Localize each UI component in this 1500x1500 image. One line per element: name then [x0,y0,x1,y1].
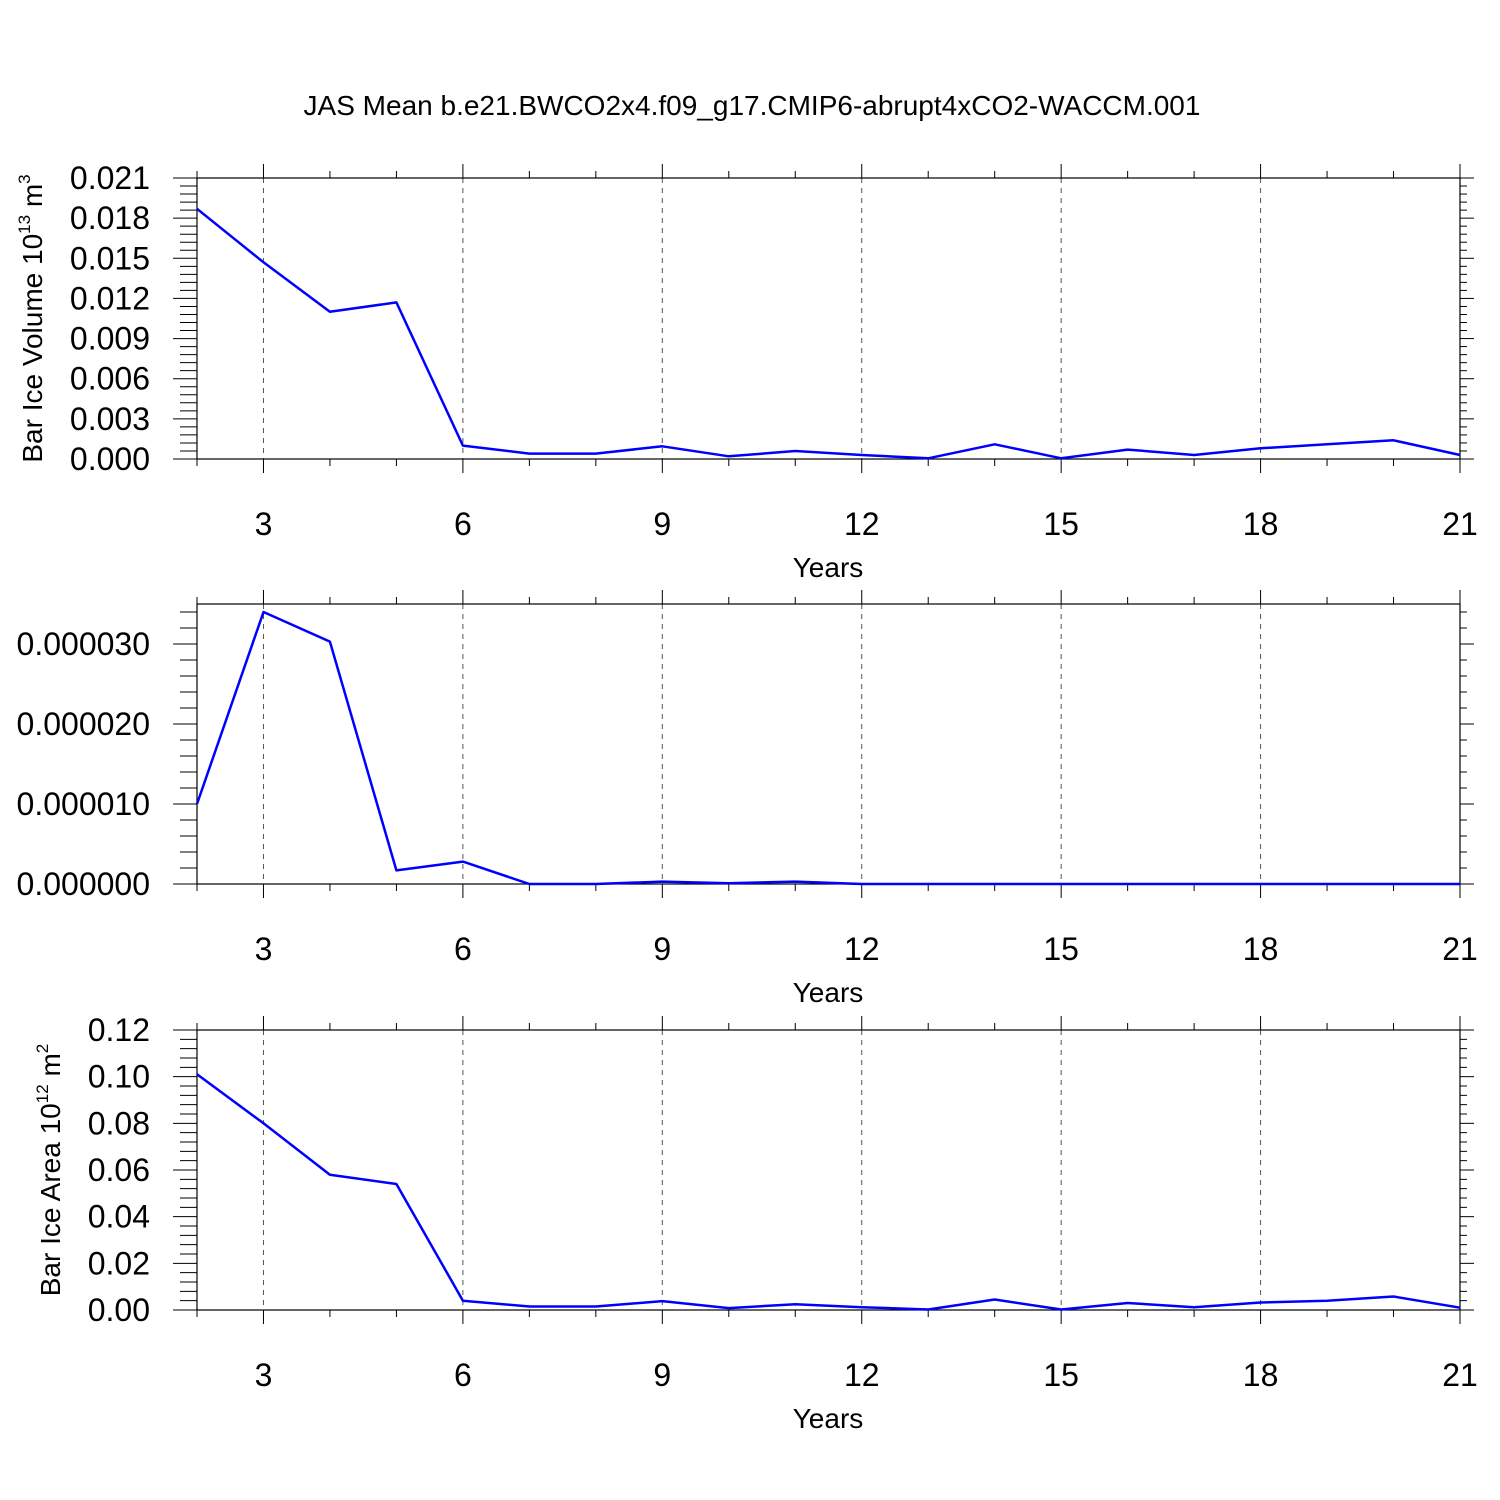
y-tick-label: 0.000010 [17,786,150,822]
x-tick-label: 21 [1442,506,1478,542]
x-axis-title: Years [793,977,864,1008]
x-tick-label: 18 [1243,506,1279,542]
y-tick-label: 0.018 [70,200,150,236]
panel-1: 3 6 9 12 15 18 21 0.000 0.003 0.006 0.009 0.012 0.01… [15,160,1478,583]
y-tick-label: 0.02 [88,1245,150,1281]
y-tick-label: 0.08 [88,1105,150,1141]
panels: 3 6 9 12 15 18 210.0000.0030.0060.0090.0120.01… [15,160,1478,1434]
x-axis-title: Years [793,1403,864,1434]
x-tick-label: 9 [653,931,671,967]
y-tick-label: 0.00 [88,1292,150,1328]
y-tick-label: 0.000020 [17,706,150,742]
y-tick-label: 0.06 [88,1152,150,1188]
x-tick-label: 12 [844,931,880,967]
plot-frame [196,603,1461,885]
x-tick-label: 3 [255,931,273,967]
y-tick-label: 0.000000 [17,866,150,902]
panel-3: 3 6 9 12 15 18 21 0.00 0.02 0.04 0.06 0.08 0.10 0.12 Y… [33,1012,1478,1434]
x-tick-label: 12 [844,506,880,542]
x-axis-title: Years [793,552,864,583]
y-tick-label: 0.006 [70,361,150,397]
y-tick-label: 0.015 [70,240,150,276]
series-line [195,610,1460,886]
y-tick-label: 0.003 [70,401,150,437]
y-tick-label: 0.000 [70,441,150,477]
x-tick-label: 18 [1243,931,1279,967]
y-axis-title: Bar Ice Volume 1013 m3 [15,174,48,462]
x-tick-label: 9 [653,1357,671,1393]
x-tick-label: 15 [1043,1357,1079,1393]
y-tick-label: 0.021 [70,160,150,196]
y-tick-label: 0.009 [70,321,150,357]
figure-title: JAS Mean b.e21.BWCO2x4.f09_g17.CMIP6-abr… [304,90,1201,121]
y-axis-title: Bar Ice Area 1012 m2 [33,1044,66,1297]
x-tick-label: 21 [1442,931,1478,967]
x-tick-label: 6 [454,506,472,542]
x-tick-label: 18 [1243,1357,1279,1393]
y-tick-label: 0.012 [70,280,150,316]
series-line [196,1073,1461,1311]
x-tick-label: 12 [844,1357,880,1393]
x-tick-label: 21 [1442,1357,1478,1393]
plot-frame [196,177,1461,460]
y-tick-label: 0.12 [88,1012,150,1048]
x-tick-label: 15 [1043,506,1079,542]
y-tick-label: 0.04 [88,1199,150,1235]
y-tick-label: 0.10 [88,1059,150,1095]
x-tick-label: 9 [653,506,671,542]
x-tick-label: 6 [454,931,472,967]
series-line [196,207,1461,460]
panel-2: 3 6 9 12 15 18 21 0.000000 0.000010 0.000020 0.000… [17,590,1478,1008]
y-tick-label: 0.000030 [17,626,150,662]
x-tick-label: 15 [1043,931,1079,967]
x-tick-label: 3 [255,506,273,542]
x-tick-label: 6 [454,1357,472,1393]
x-tick-label: 3 [255,1357,273,1393]
plot-frame [196,1029,1461,1311]
